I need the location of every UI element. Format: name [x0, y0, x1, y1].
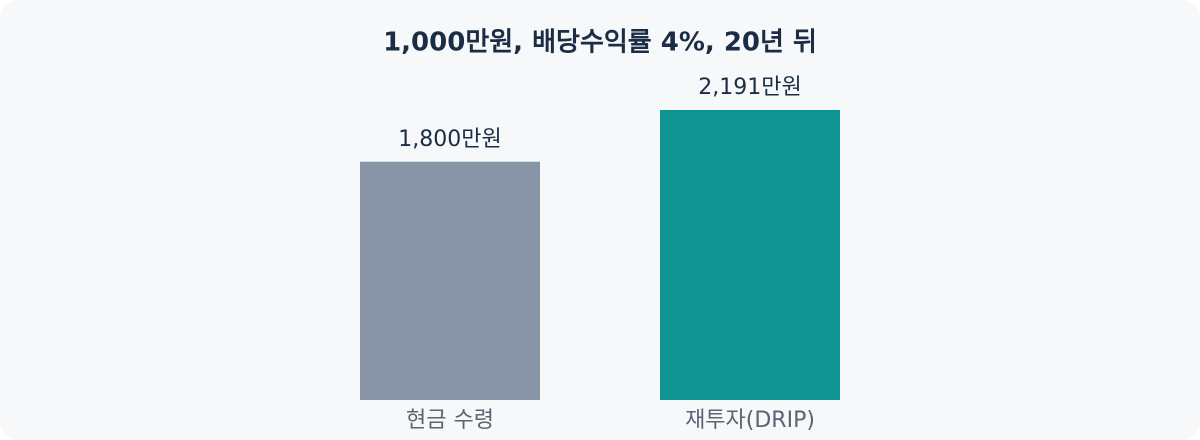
- value-label: 1,800만원: [398, 127, 501, 152]
- bar: [360, 161, 540, 400]
- chart-title: 1,000만원, 배당수익률 4%, 20년 뒤: [383, 28, 817, 58]
- value-label: 2,191만원: [698, 75, 801, 100]
- x-tick-label: 현금 수령: [406, 408, 494, 433]
- bar: [660, 110, 840, 400]
- x-tick-label: 재투자(DRIP): [685, 408, 815, 433]
